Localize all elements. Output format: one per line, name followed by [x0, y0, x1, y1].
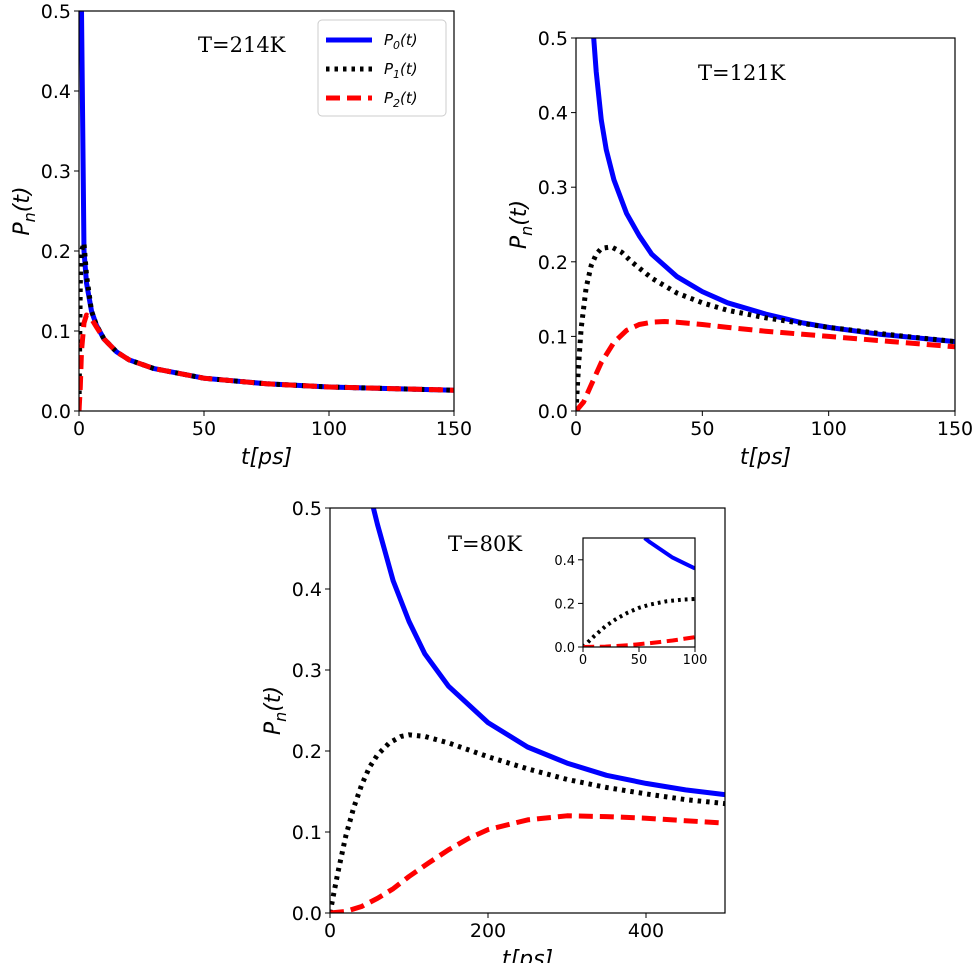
series-line-p2t: [79, 312, 454, 411]
x-tick-label: 400: [628, 920, 664, 942]
y-tick-label: 0.0: [292, 903, 322, 925]
chart-panel-2: 0 200 400 0.0 0.1 0.2 0.3 0.4 0.5 t[ps] Pn(t) T=80K: [261, 498, 726, 963]
legend: P0(t) P1(t) P2(t): [317, 19, 447, 117]
legend-entry: P0(t): [384, 31, 418, 52]
legend-entry: P1(t): [384, 60, 418, 81]
y-tick-label: 0.5: [292, 498, 322, 520]
legend-box: [317, 19, 447, 117]
x-tick-label: 100: [311, 418, 347, 440]
y-tick-label: 0.2: [554, 597, 575, 612]
inset-background: [583, 538, 695, 647]
x-tick-label: 50: [192, 418, 216, 440]
axes-frame: [78, 10, 455, 412]
temperature-label: T=214K: [198, 33, 286, 57]
y-tick-label: 0.2: [41, 241, 71, 263]
series-line-p0t: [643, 538, 695, 571]
series-line-p0t: [370, 508, 725, 798]
x-tick-label: 150: [937, 418, 973, 440]
y-tick-label: 0.5: [41, 1, 71, 23]
y-tick-label: 0.4: [41, 81, 71, 103]
x-axis-label: t[ps]: [241, 445, 292, 470]
x-tick-label: 50: [690, 418, 714, 440]
series-line-p1t: [576, 244, 955, 411]
y-tick-label: 0.5: [538, 28, 568, 50]
y-tick-label: 0.2: [292, 741, 322, 763]
y-tick-label: 0.0: [41, 401, 71, 423]
series-line-p2t: [330, 813, 725, 913]
y-tick-label: 0.4: [292, 579, 322, 601]
legend-entry: P2(t): [384, 89, 418, 110]
y-tick-label: 0.0: [538, 401, 568, 423]
series-line-p1t: [583, 597, 695, 647]
series-line-p2t: [576, 319, 955, 411]
y-axis-label: Pn(t): [10, 186, 39, 235]
x-tick-label: 100: [811, 418, 847, 440]
x-axis-label: t[ps]: [740, 445, 791, 470]
chart-panel-3: 0 50 100 0.0 0.2 0.4: [554, 537, 708, 668]
y-tick-label: 0.0: [554, 641, 575, 656]
x-tick-label: 0: [73, 418, 85, 440]
y-tick-label: 0.4: [538, 103, 568, 125]
axes-frame: [329, 507, 726, 914]
chart-panel-0: 0 50 100 150 0.0 0.1 0.2 0.3 0.4 0.5 t[ps] Pn(t) T=2…: [10, 1, 472, 470]
x-tick-label: 0: [324, 920, 336, 942]
y-tick-label: 0.1: [538, 326, 568, 348]
series-line-p1t: [330, 732, 725, 913]
x-axis-label: t[ps]: [502, 947, 553, 963]
temperature-label: T=80K: [448, 532, 522, 556]
series-line-p1t: [79, 240, 454, 411]
chart-panel-1: 0 50 100 150 0.0 0.1 0.2 0.3 0.4 0.5 t[ps] Pn(t) T=1…: [507, 28, 973, 470]
axes-frame: [575, 37, 956, 412]
y-tick-label: 0.4: [554, 554, 575, 569]
y-axis-label: Pn(t): [261, 686, 290, 735]
x-tick-label: 50: [631, 653, 648, 668]
x-tick-label: 0: [570, 418, 582, 440]
y-tick-label: 0.1: [41, 321, 71, 343]
y-tick-label: 0.3: [292, 660, 322, 682]
temperature-label: T=121K: [698, 61, 786, 85]
y-tick-label: 0.1: [292, 822, 322, 844]
y-tick-label: 0.3: [538, 177, 568, 199]
y-tick-label: 0.3: [41, 161, 71, 183]
x-tick-label: 0: [579, 653, 587, 668]
x-tick-label: 100: [683, 653, 708, 668]
x-tick-label: 200: [470, 920, 506, 942]
y-tick-label: 0.2: [538, 252, 568, 274]
x-tick-label: 150: [436, 418, 472, 440]
y-axis-label: Pn(t): [507, 200, 536, 249]
